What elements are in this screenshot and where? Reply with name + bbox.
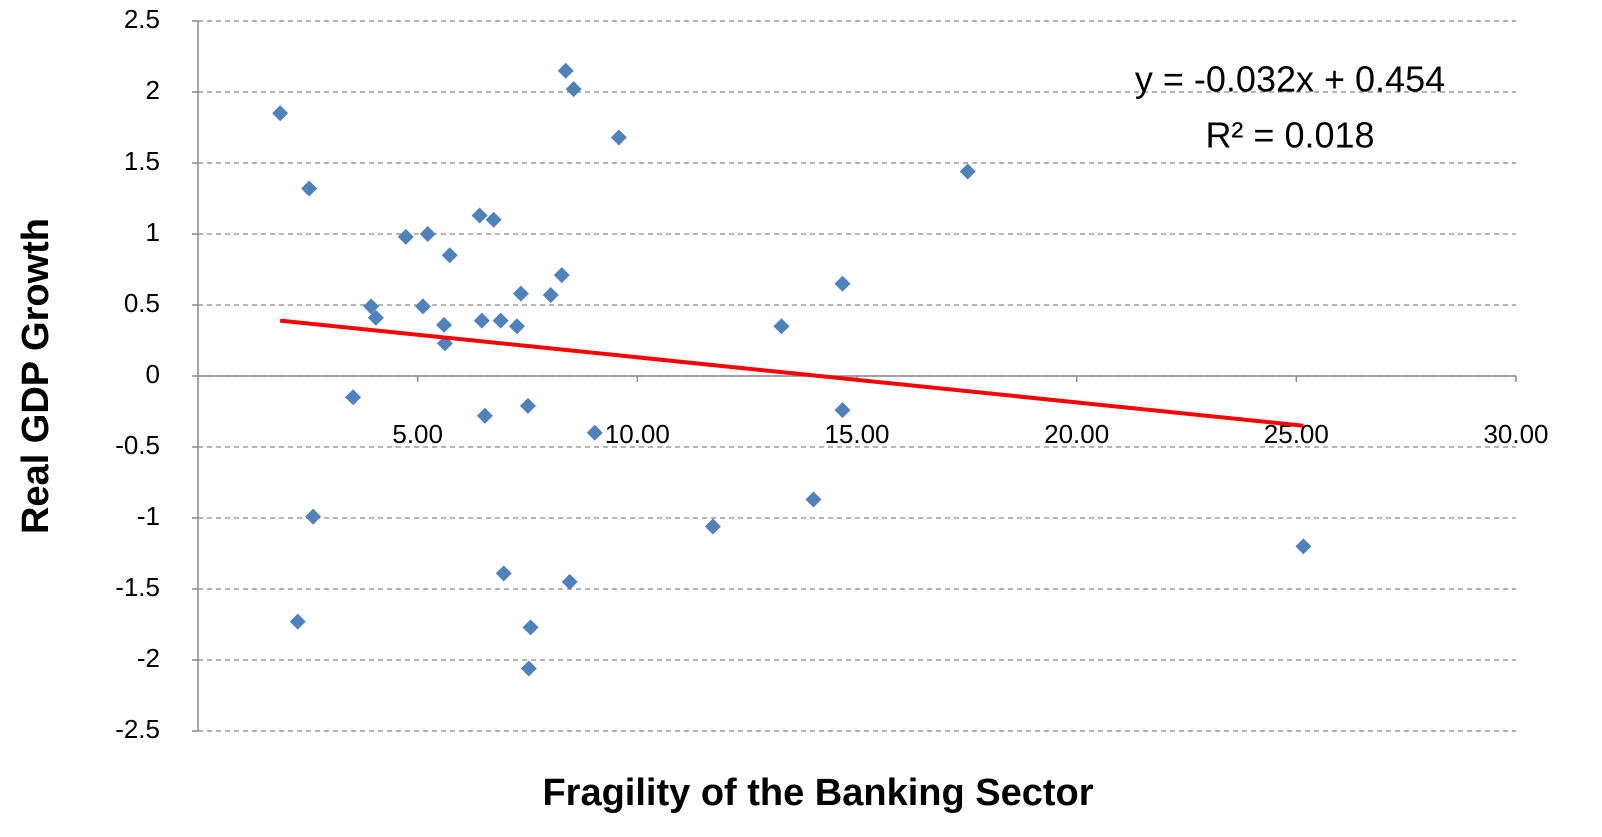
point (441, 247, 458, 264)
point (397, 228, 414, 245)
point (834, 275, 851, 292)
point (363, 298, 380, 315)
x-tick-label: 10.00 (605, 419, 670, 449)
point (512, 285, 529, 302)
point (414, 298, 431, 315)
y-tick-label: -1.5 (115, 572, 160, 602)
point (542, 287, 559, 304)
x-tick-label: 20.00 (1044, 419, 1109, 449)
point (508, 318, 525, 335)
point (1295, 538, 1312, 555)
x-tick-label: 5.00 (392, 419, 443, 449)
y-tick-label: 1 (146, 217, 160, 247)
point (495, 565, 512, 582)
y-tick-label: 2.5 (124, 4, 160, 34)
point (305, 508, 322, 525)
y-tick-label: -2 (137, 643, 160, 673)
x-tick-label: 30.00 (1483, 419, 1548, 449)
equation: y = -0.032x + 0.454 (1135, 59, 1445, 100)
point (520, 660, 537, 677)
y-tick-label: -1 (137, 501, 160, 531)
y-axis-label: Real GDP Growth (15, 218, 57, 534)
y-tick-label: -2.5 (115, 714, 160, 744)
point (485, 211, 502, 228)
point (367, 309, 384, 326)
x-tick-label: 15.00 (824, 419, 889, 449)
point (476, 407, 493, 424)
point (473, 312, 490, 329)
point (436, 316, 453, 333)
x-axis-label: Fragility of the Banking Sector (542, 772, 1093, 814)
point (704, 518, 721, 535)
point (834, 402, 851, 419)
trendline (279, 318, 1304, 428)
point (959, 163, 976, 180)
point (345, 389, 362, 406)
y-tick-label: 0 (146, 359, 160, 389)
point (471, 207, 488, 224)
point (565, 81, 582, 98)
point (610, 129, 627, 146)
point (586, 424, 603, 441)
r-squared: R² = 0.018 (1205, 115, 1374, 156)
point (289, 613, 306, 630)
point (519, 397, 536, 414)
point (301, 180, 318, 197)
y-tick-label: 0.5 (124, 288, 160, 318)
point (492, 312, 509, 329)
point (773, 318, 790, 335)
y-tick-label: 1.5 (124, 146, 160, 176)
point (419, 226, 436, 242)
point (557, 62, 574, 79)
point (272, 105, 289, 122)
y-tick-label: -0.5 (115, 430, 160, 460)
y-tick-label: 2 (146, 75, 160, 105)
point (805, 491, 822, 508)
point (561, 573, 578, 590)
point (522, 619, 539, 636)
point (553, 267, 570, 284)
